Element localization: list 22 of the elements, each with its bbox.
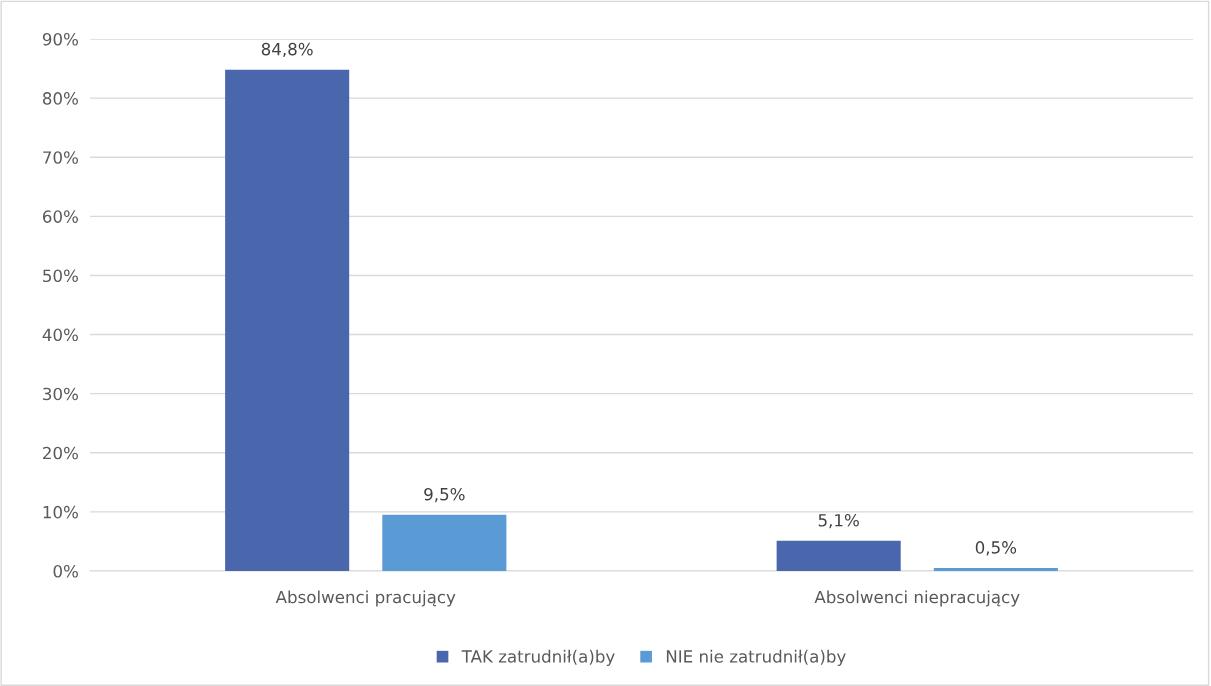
bar bbox=[225, 69, 350, 571]
legend-label: TAK zatrudnił(a)by bbox=[461, 649, 615, 666]
y-tick-label: 10% bbox=[43, 505, 78, 519]
data-label: 0,5% bbox=[975, 541, 1017, 556]
data-label: 9,5% bbox=[424, 487, 465, 503]
y-tick-label: 0% bbox=[53, 564, 78, 578]
y-tick-label: 50% bbox=[43, 269, 78, 283]
y-tick-label: 90% bbox=[42, 32, 78, 46]
y-tick-label: 20% bbox=[43, 446, 78, 460]
bar bbox=[382, 514, 507, 571]
data-label: 5,1% bbox=[818, 513, 859, 529]
bar bbox=[776, 540, 901, 571]
y-tick-label: 60% bbox=[43, 210, 78, 223]
x-tick-label: Absolwenci pracujący bbox=[275, 590, 456, 607]
y-tick-label: 70% bbox=[43, 151, 78, 164]
x-tick-label: Absolwenci niepracujący bbox=[814, 590, 1020, 607]
legend-label: NIE nie zatrudnił(a)by bbox=[666, 649, 846, 666]
bar bbox=[933, 568, 1058, 571]
data-label: 84,8% bbox=[261, 42, 313, 58]
y-tick-label: 30% bbox=[43, 387, 78, 401]
y-tick-label: 80% bbox=[42, 92, 78, 105]
y-tick-label: 40% bbox=[42, 328, 78, 342]
